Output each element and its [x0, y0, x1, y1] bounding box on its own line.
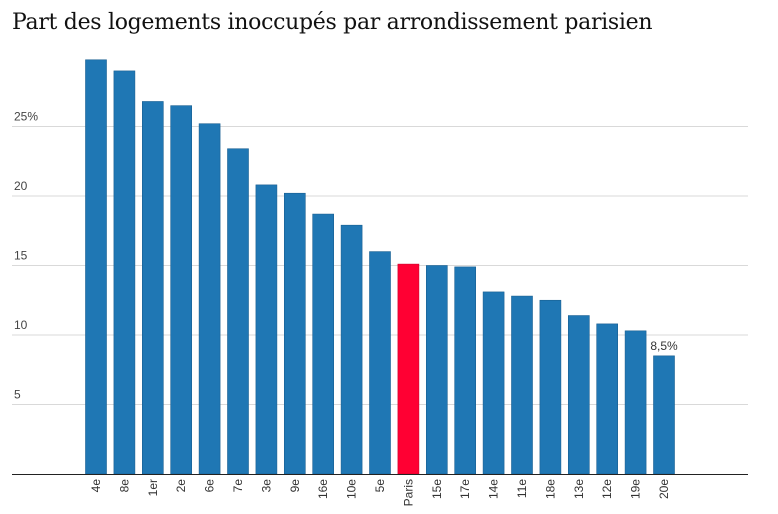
y-axis-ticks: 5 10 15 20 25% — [14, 110, 38, 402]
bar-19e — [624, 330, 647, 475]
x-tick-label: 16e — [316, 479, 330, 499]
x-tick-label: 6e — [203, 479, 217, 493]
x-tick-label: 12e — [600, 479, 614, 499]
x-tick-label: 1er — [146, 479, 160, 496]
chart-title: Part des logements inoccupés par arrondi… — [12, 10, 653, 35]
x-tick-label: 11e — [515, 479, 529, 498]
bar-7e — [227, 148, 249, 475]
bar-Paris — [397, 263, 420, 475]
bar-13e — [567, 315, 590, 475]
bar-20e — [653, 355, 675, 475]
x-tick-label: 13e — [572, 479, 586, 499]
y-tick-label: 20 — [14, 179, 28, 193]
bar-11e — [511, 295, 533, 475]
x-tick-label: 5e — [373, 479, 387, 493]
y-tick-label: 10 — [14, 318, 28, 332]
bar-2e — [170, 105, 192, 475]
x-tick-label: 20e — [657, 479, 671, 499]
x-tick-label: 10e — [345, 479, 359, 499]
x-tick-label: 17e — [458, 479, 472, 499]
data-labels: 8,5% — [650, 339, 678, 353]
x-tick-label: 8e — [117, 479, 131, 493]
x-tick-label: 7e — [231, 479, 245, 493]
bar-1er — [142, 101, 164, 475]
x-tick-label: 4e — [89, 479, 103, 493]
bar-15e — [425, 265, 448, 475]
x-tick-label: 3e — [259, 479, 273, 493]
bars — [85, 59, 675, 475]
x-tick-label: 9e — [288, 479, 302, 493]
x-tick-label: 15e — [430, 479, 444, 499]
bar-4e — [85, 59, 107, 475]
bar-12e — [596, 323, 619, 475]
bar-6e — [198, 123, 221, 475]
bar-3e — [255, 184, 278, 475]
bar-8e — [113, 70, 136, 475]
x-tick-label: 18e — [543, 479, 557, 499]
x-axis-labels: 4e 8e 1er 2e 6e 7e 3e 9e 16e 10e 5e Paris 15e 17e 14e 1… — [89, 479, 671, 507]
bar-14e — [482, 291, 505, 475]
bar-5e — [369, 251, 391, 475]
data-label: 8,5% — [650, 339, 678, 353]
x-tick-label: 19e — [629, 479, 643, 499]
y-tick-label: 25% — [14, 110, 38, 124]
x-tick-label: Paris — [401, 479, 415, 506]
bar-17e — [454, 266, 477, 475]
x-tick-label: 14e — [487, 479, 501, 499]
bar-18e — [539, 299, 562, 475]
bar-9e — [283, 192, 306, 475]
x-tick-label: 2e — [174, 479, 188, 493]
bar-16e — [312, 213, 335, 475]
y-tick-label: 5 — [14, 388, 21, 402]
bar-10e — [340, 224, 363, 475]
y-tick-label: 15 — [14, 249, 28, 263]
